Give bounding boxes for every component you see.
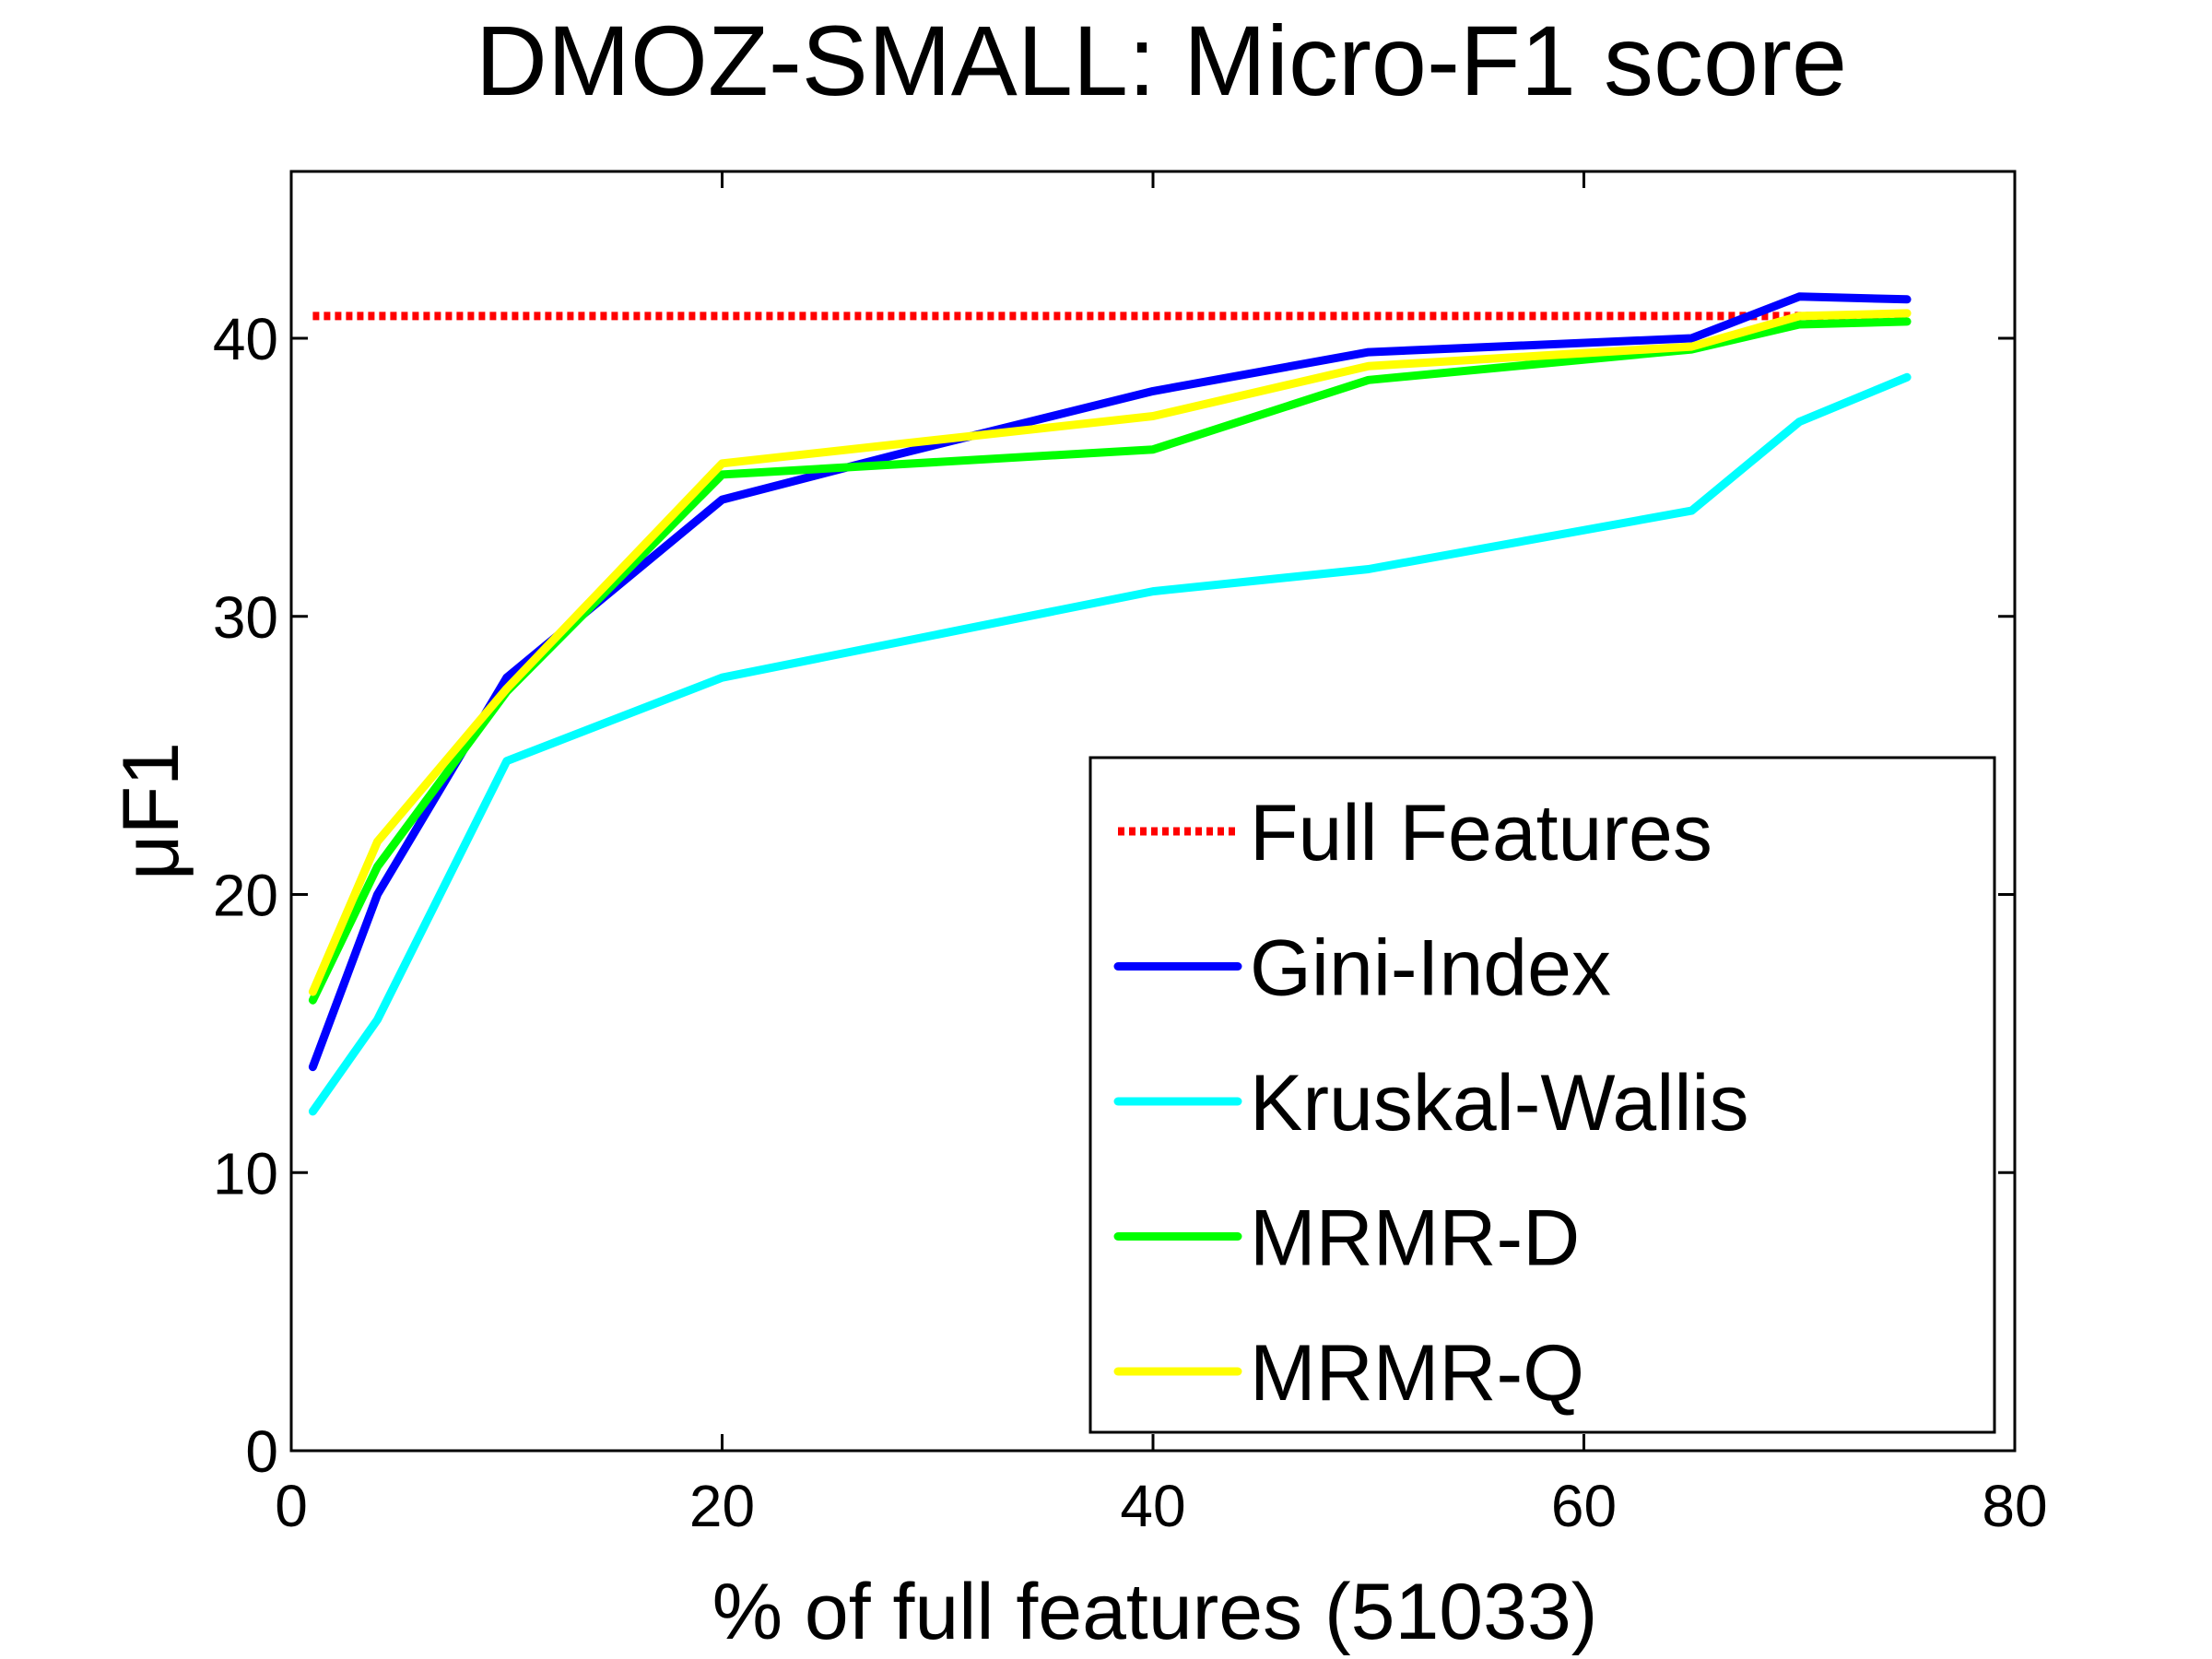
y-tick-label: 40 — [213, 306, 278, 372]
x-tick-label: 20 — [689, 1473, 755, 1539]
legend-label-mrmr-q: MRMR-Q — [1250, 1329, 1584, 1418]
series-line-kruskal-wallis — [308, 372, 1912, 1116]
x-tick-label: 80 — [1982, 1473, 2047, 1539]
axis-ticks: 0 20 40 60 80 0 10 20 30 40 — [213, 171, 2048, 1539]
x-tick-label: 0 — [275, 1473, 308, 1539]
legend-label-kruskal-wallis: Kruskal-Wallis — [1250, 1059, 1749, 1147]
legend-label-mrmr-d: MRMR-D — [1250, 1194, 1580, 1283]
legend-box — [1088, 756, 1996, 1434]
legend-label-full-features: Full Features — [1250, 789, 1712, 877]
y-axis-label: μF1 — [107, 742, 195, 880]
series-layer — [308, 292, 1912, 1116]
x-tick-label: 40 — [1120, 1473, 1185, 1539]
legend-label-gini-index: Gini-Index — [1250, 924, 1611, 1013]
y-tick-label: 0 — [245, 1418, 278, 1485]
y-tick-label: 30 — [213, 584, 278, 651]
y-tick-label: 20 — [213, 863, 278, 929]
x-axis-label: % of full features (51033) — [712, 1568, 1598, 1656]
series-line-mrmr-q — [308, 309, 1912, 996]
chart-title: DMOZ-SMALL: Micro-F1 score — [476, 5, 1847, 116]
y-tick-label: 10 — [213, 1140, 278, 1206]
x-tick-label: 60 — [1551, 1473, 1617, 1539]
legend: Full Features Gini-Index Kruskal-Wallis MRM… — [1088, 756, 1996, 1434]
series-line-mrmr-d — [308, 317, 1912, 1005]
